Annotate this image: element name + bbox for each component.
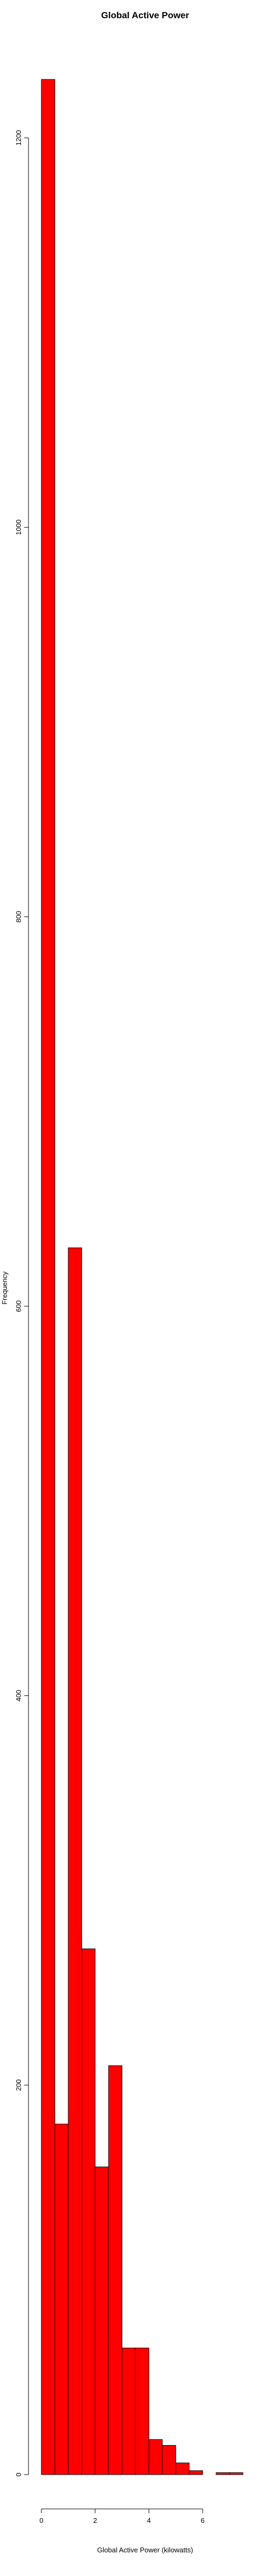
- x-tick-label: 6: [200, 2516, 204, 2524]
- histogram-bar: [216, 2472, 230, 2475]
- histogram-bar: [95, 2167, 109, 2475]
- y-axis-label: Frequency: [1, 1271, 9, 1305]
- histogram-bar: [229, 2472, 243, 2475]
- y-tick-label: 800: [15, 911, 23, 923]
- histogram-bar: [148, 2439, 163, 2475]
- histogram-bar: [135, 2347, 149, 2475]
- y-tick-label: 200: [15, 2079, 23, 2091]
- x-ticks: 0 2 4 6: [39, 2509, 205, 2524]
- y-tick-label: 1200: [15, 130, 23, 145]
- y-tick-label: 400: [15, 1690, 23, 1702]
- y-tick-label: 1000: [15, 519, 23, 535]
- x-tick-label: 0: [39, 2516, 43, 2524]
- histogram-bar: [54, 2124, 69, 2475]
- histogram-bar: [175, 2462, 190, 2475]
- y-axis: 0 200 400 600 800 1000 1200: [15, 130, 29, 2477]
- y-ticks: 0 200 400 600 800 1000 1200: [15, 130, 28, 2477]
- histogram-bar: [189, 2470, 203, 2475]
- y-tick-label: 0: [15, 2472, 23, 2476]
- histogram-bar: [121, 2347, 136, 2475]
- x-axis: 0 2 4 6: [39, 2508, 205, 2524]
- x-tick-label: 2: [93, 2516, 97, 2524]
- histogram-bar: [108, 2065, 123, 2475]
- chart-title: Global Active Power: [101, 10, 189, 20]
- bars-group: [41, 79, 243, 2475]
- y-tick-label: 600: [15, 1300, 23, 1312]
- histogram-bar: [81, 1948, 96, 2475]
- histogram-bar: [162, 2445, 176, 2475]
- x-axis-label: Global Active Power (kilowatts): [97, 2546, 193, 2554]
- histogram-bar: [68, 1247, 82, 2475]
- histogram-bar: [41, 79, 55, 2475]
- x-tick-label: 4: [147, 2516, 150, 2524]
